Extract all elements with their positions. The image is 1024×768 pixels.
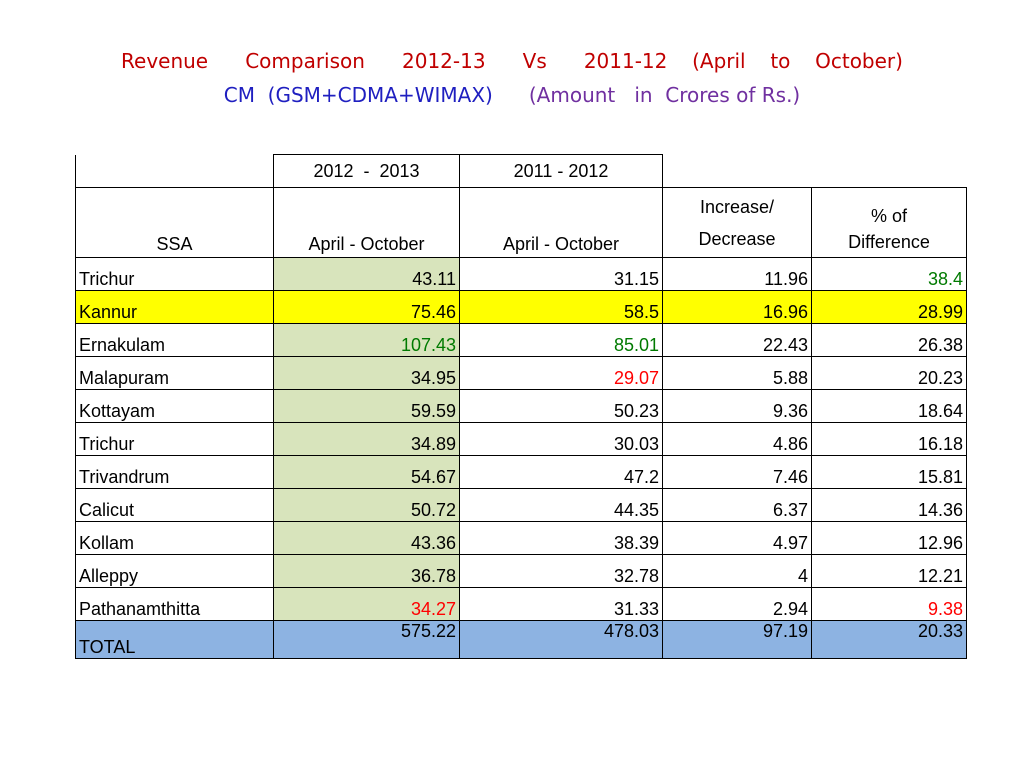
table-row: Kannur 75.46 58.5 16.96 28.99	[75, 290, 967, 324]
header-increase-decrease: Increase/ Decrease	[662, 187, 812, 258]
value-2011: 44.35	[459, 488, 663, 522]
table-row: Ernakulam 107.43 85.01 22.43 26.38	[75, 323, 967, 357]
value-pct: 28.99	[811, 290, 967, 324]
title-scope: CM (GSM+CDMA+WIMAX)	[223, 83, 493, 107]
value-2011: 31.33	[459, 587, 663, 621]
value-2011: 32.78	[459, 554, 663, 588]
value-diff: 2.94	[662, 587, 812, 621]
blank-cell	[812, 155, 967, 188]
total-row: TOTAL 575.22 478.03 97.19 20.33	[75, 620, 967, 659]
ssa-name: Ernakulam	[75, 323, 274, 357]
value-pct: 20.23	[811, 356, 967, 390]
total-2011: 478.03	[459, 620, 663, 659]
value-2011: 50.23	[459, 389, 663, 423]
total-diff: 97.19	[662, 620, 812, 659]
ssa-name: Trichur	[75, 257, 274, 291]
value-2012: 59.59	[273, 389, 460, 423]
value-2012: 54.67	[273, 455, 460, 489]
value-2011: 58.5	[459, 290, 663, 324]
value-pct: 38.4	[811, 257, 967, 291]
value-diff: 4.86	[662, 422, 812, 456]
title-units: (Amount in Crores of Rs.)	[528, 83, 801, 107]
column-header-row: SSA April - October April - October Incr…	[75, 187, 967, 258]
slide-title: Revenue Comparison 2012-13 Vs 2011-12 (A…	[0, 44, 1024, 112]
total-2012: 575.22	[273, 620, 460, 659]
year-header-row: 2012 - 2013 2011 - 2012	[75, 154, 967, 188]
total-pct: 20.33	[811, 620, 967, 659]
value-pct: 15.81	[811, 455, 967, 489]
value-2012: 34.89	[273, 422, 460, 456]
value-diff: 5.88	[662, 356, 812, 390]
value-diff: 11.96	[662, 257, 812, 291]
value-2011: 47.2	[459, 455, 663, 489]
value-diff: 9.36	[662, 389, 812, 423]
table-row: Kollam 43.36 38.39 4.97 12.96	[75, 521, 967, 555]
value-diff: 4.97	[662, 521, 812, 555]
value-2012: 34.95	[273, 356, 460, 390]
ssa-name: Pathanamthitta	[75, 587, 274, 621]
value-2011: 85.01	[459, 323, 663, 357]
header-april-october-2012: April - October	[273, 187, 460, 258]
title-line-1: Revenue Comparison 2012-13 Vs 2011-12 (A…	[121, 49, 903, 73]
year-header-2011: 2011 - 2012	[459, 154, 663, 188]
title-line-2: CM (GSM+CDMA+WIMAX) (Amount in Crores of …	[0, 78, 1024, 112]
table-row: Trichur 34.89 30.03 4.86 16.18	[75, 422, 967, 456]
value-pct: 9.38	[811, 587, 967, 621]
value-diff: 16.96	[662, 290, 812, 324]
revenue-table: 2012 - 2013 2011 - 2012 SSA April - Octo…	[75, 154, 967, 659]
value-diff: 4	[662, 554, 812, 588]
value-pct: 12.21	[811, 554, 967, 588]
value-pct: 26.38	[811, 323, 967, 357]
ssa-name: Trichur	[75, 422, 274, 456]
header-april-october-2011: April - October	[459, 187, 663, 258]
value-2012: 34.27	[273, 587, 460, 621]
value-2012: 43.11	[273, 257, 460, 291]
value-2012: 107.43	[273, 323, 460, 357]
ssa-name: Alleppy	[75, 554, 274, 588]
value-2012: 50.72	[273, 488, 460, 522]
value-2011: 31.15	[459, 257, 663, 291]
value-diff: 22.43	[662, 323, 812, 357]
table-row: Trivandrum 54.67 47.2 7.46 15.81	[75, 455, 967, 489]
ssa-name: Malapuram	[75, 356, 274, 390]
ssa-name: Kollam	[75, 521, 274, 555]
value-2012: 43.36	[273, 521, 460, 555]
blank-cell	[75, 154, 274, 188]
value-pct: 12.96	[811, 521, 967, 555]
value-2011: 29.07	[459, 356, 663, 390]
table-row: Kottayam 59.59 50.23 9.36 18.64	[75, 389, 967, 423]
value-pct: 18.64	[811, 389, 967, 423]
table-row: Calicut 50.72 44.35 6.37 14.36	[75, 488, 967, 522]
value-pct: 16.18	[811, 422, 967, 456]
value-pct: 14.36	[811, 488, 967, 522]
value-diff: 7.46	[662, 455, 812, 489]
table-row: Malapuram 34.95 29.07 5.88 20.23	[75, 356, 967, 390]
value-diff: 6.37	[662, 488, 812, 522]
total-label: TOTAL	[75, 620, 274, 659]
header-percent-difference: % of Difference	[811, 187, 967, 258]
ssa-name: Calicut	[75, 488, 274, 522]
table-row: Pathanamthitta 34.27 31.33 2.94 9.38	[75, 587, 967, 621]
value-2011: 38.39	[459, 521, 663, 555]
year-header-2012: 2012 - 2013	[273, 154, 460, 188]
value-2011: 30.03	[459, 422, 663, 456]
value-2012: 36.78	[273, 554, 460, 588]
header-ssa: SSA	[75, 187, 274, 258]
value-2012: 75.46	[273, 290, 460, 324]
ssa-name: Kottayam	[75, 389, 274, 423]
table-row: Alleppy 36.78 32.78 4 12.21	[75, 554, 967, 588]
ssa-name: Trivandrum	[75, 455, 274, 489]
table-row: Trichur 43.11 31.15 11.96 38.4	[75, 257, 967, 291]
blank-cell	[663, 155, 812, 188]
ssa-name: Kannur	[75, 290, 274, 324]
